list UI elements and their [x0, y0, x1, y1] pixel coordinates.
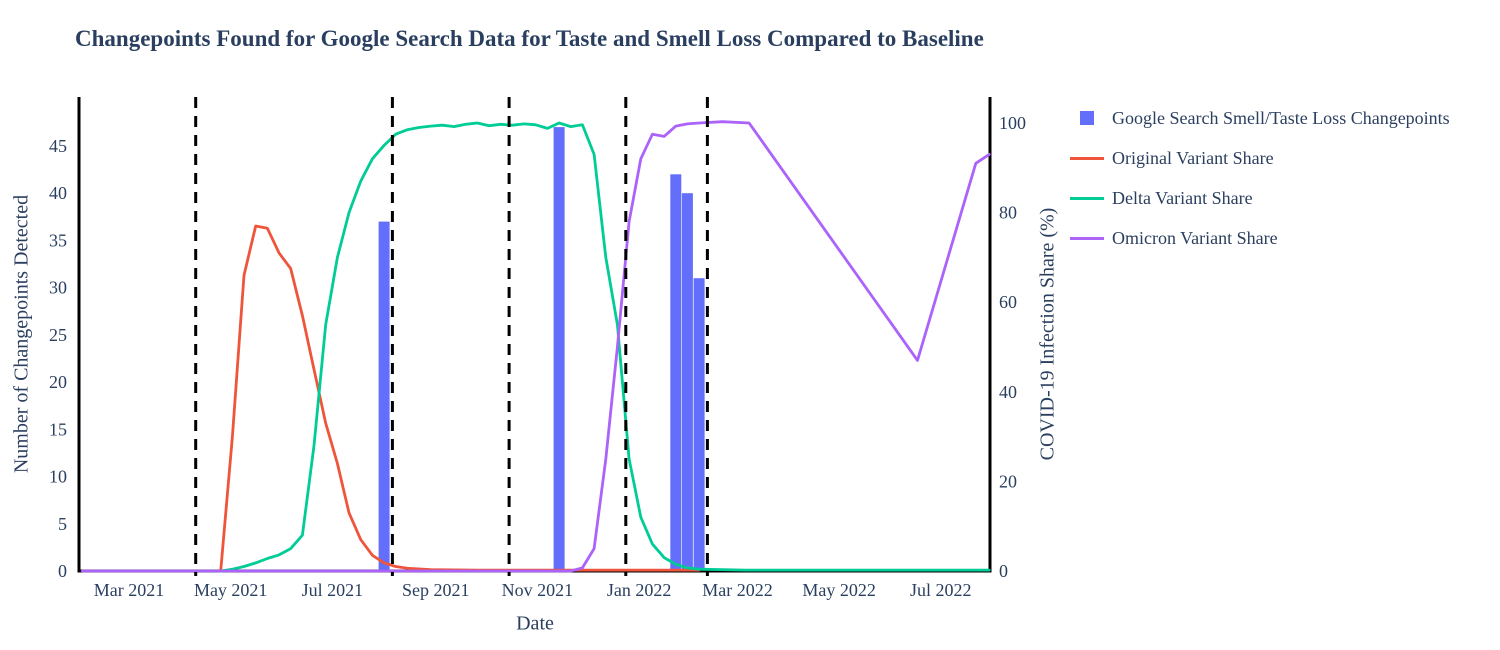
x-tick-label: Nov 2021 — [502, 580, 574, 600]
x-tick-label: Jul 2022 — [910, 580, 972, 600]
line-delta-variant-share[interactable] — [219, 121, 991, 573]
y-right-tick-label: 40 — [999, 382, 1017, 402]
y-left-tick-label: 40 — [49, 183, 67, 203]
legend: Google Search Smell/Taste Loss Changepoi… — [1070, 104, 1450, 264]
x-tick-label: Jul 2021 — [302, 580, 364, 600]
y-left-tick-label: 5 — [58, 514, 67, 534]
x-tick-label: Mar 2022 — [702, 580, 773, 600]
bar-changepoints[interactable] — [693, 278, 705, 570]
line-swatch — [1070, 156, 1104, 160]
x-tick-label: Mar 2021 — [94, 580, 165, 600]
bar-changepoints[interactable] — [378, 221, 390, 570]
legend-item-original-variant-share[interactable]: Original Variant Share — [1070, 144, 1450, 172]
line-swatch — [1070, 196, 1104, 200]
y-left-tick-label: 30 — [49, 278, 67, 298]
legend-line-marker-icon — [1070, 236, 1104, 240]
line-original-variant-share[interactable] — [219, 224, 701, 573]
y-right-tick-label: 20 — [999, 471, 1017, 491]
y-right-tick-label: 0 — [999, 561, 1008, 581]
legend-line-marker-icon — [1070, 156, 1104, 160]
legend-label: Google Search Smell/Taste Loss Changepoi… — [1112, 107, 1450, 128]
x-tick-label: May 2022 — [802, 580, 876, 600]
legend-label: Omicron Variant Share — [1112, 227, 1278, 248]
square-swatch — [1080, 111, 1094, 125]
x-axis-title: Date — [516, 612, 554, 635]
y-left-tick-label: 0 — [58, 561, 67, 581]
y-left-tick-label: 25 — [49, 325, 67, 345]
y-right-tick-label: 60 — [999, 292, 1017, 312]
legend-line-marker-icon — [1070, 196, 1104, 200]
line-omicron-variant-share[interactable] — [80, 120, 991, 573]
y-left-tick-label: 15 — [49, 419, 67, 439]
legend-label: Delta Variant Share — [1112, 187, 1253, 208]
y-left-tick-label: 45 — [49, 136, 67, 156]
x-tick-label: Jan 2022 — [607, 580, 672, 600]
bar-changepoints[interactable] — [681, 193, 693, 570]
y-left-axis-title: Number of Changepoints Detected — [10, 194, 33, 474]
y-right-tick-label: 80 — [999, 203, 1017, 223]
legend-square-marker-icon — [1070, 111, 1104, 125]
bar-changepoints[interactable] — [553, 127, 565, 570]
legend-label: Original Variant Share — [1112, 147, 1274, 168]
line-swatch — [1070, 236, 1104, 240]
y-right-axis-title: COVID-19 Infection Share (%) — [1036, 207, 1059, 461]
x-tick-label: Sep 2021 — [402, 580, 470, 600]
y-right-tick-label: 100 — [999, 113, 1026, 133]
y-left-tick-label: 20 — [49, 372, 67, 392]
legend-item-delta-variant-share[interactable]: Delta Variant Share — [1070, 184, 1450, 212]
legend-item-google-search-smell-taste-loss-changepoints[interactable]: Google Search Smell/Taste Loss Changepoi… — [1070, 104, 1450, 132]
y-left-tick-label: 35 — [49, 230, 67, 250]
y-left-tick-label: 10 — [49, 467, 67, 487]
legend-item-omicron-variant-share[interactable]: Omicron Variant Share — [1070, 224, 1450, 252]
bar-changepoints[interactable] — [670, 174, 682, 571]
chart-title: Changepoints Found for Google Search Dat… — [75, 26, 984, 51]
x-tick-label: May 2021 — [194, 580, 268, 600]
